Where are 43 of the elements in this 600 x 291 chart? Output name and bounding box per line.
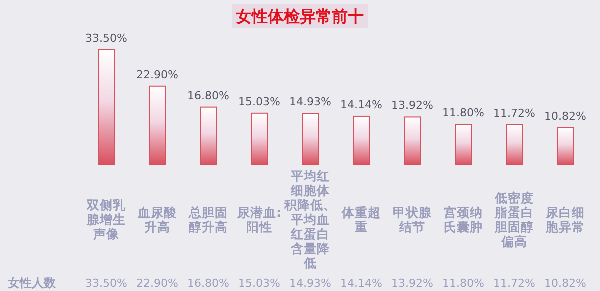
data-label: 14.93% (290, 277, 332, 290)
x-tick-label: 甲状腺结节 (393, 204, 433, 234)
data-label: 10.82% (544, 277, 586, 290)
data-label: 22.90% (136, 277, 178, 290)
text: 33.50% (86, 32, 128, 45)
data-label: 14.14% (340, 277, 382, 290)
text: 14.14% (340, 98, 382, 112)
bar (302, 113, 319, 166)
x-tick-label: 宫颈纳氏囊肿 (444, 204, 483, 234)
x-tick-label: 双侧乳腺增生声像 (86, 198, 127, 242)
text: 13.92% (392, 99, 434, 112)
x-tick-label: 低密度脂蛋白胆固醇偏高 (494, 190, 534, 249)
text: 11.80% (442, 106, 484, 120)
bar (251, 112, 268, 166)
bar (353, 116, 370, 166)
bar (98, 50, 115, 166)
bar (557, 127, 574, 166)
data-label: 15.03% (238, 277, 280, 290)
data-label: 11.80% (442, 277, 484, 290)
x-tick-label: 血尿酸升高 (137, 204, 178, 234)
bar (200, 106, 217, 166)
text: 11.72% (494, 106, 536, 120)
data-label: 13.92% (392, 277, 434, 290)
x-tick-label: 尿潜血:阳性 (236, 204, 282, 234)
bar (149, 86, 166, 166)
title: 女性体检异常前十 (232, 4, 368, 28)
text: 女性人数 (7, 276, 57, 290)
text: 15.03% (238, 95, 280, 108)
data-label: 33.50% (86, 277, 128, 290)
text: 14.93% (290, 96, 332, 109)
x-tick-label: 平均红细胞体积降低、平均血红蛋白含量降低 (284, 168, 336, 270)
chart-title: 女性体检异常前十 (235, 7, 364, 26)
bar (506, 124, 523, 166)
data-label: 16.80% (188, 277, 230, 290)
bar (455, 124, 472, 166)
text: 22.90% (136, 68, 178, 82)
text: 16.80% (188, 89, 230, 102)
x-tick-label: 总胆固醇升高 (188, 204, 228, 234)
bar (404, 116, 421, 166)
data-label: 11.72% (494, 277, 536, 290)
x-tick-label: 尿白细胞异常 (545, 204, 585, 234)
text: 10.82% (544, 110, 586, 123)
x-tick-label: 体重超重 (341, 204, 381, 234)
